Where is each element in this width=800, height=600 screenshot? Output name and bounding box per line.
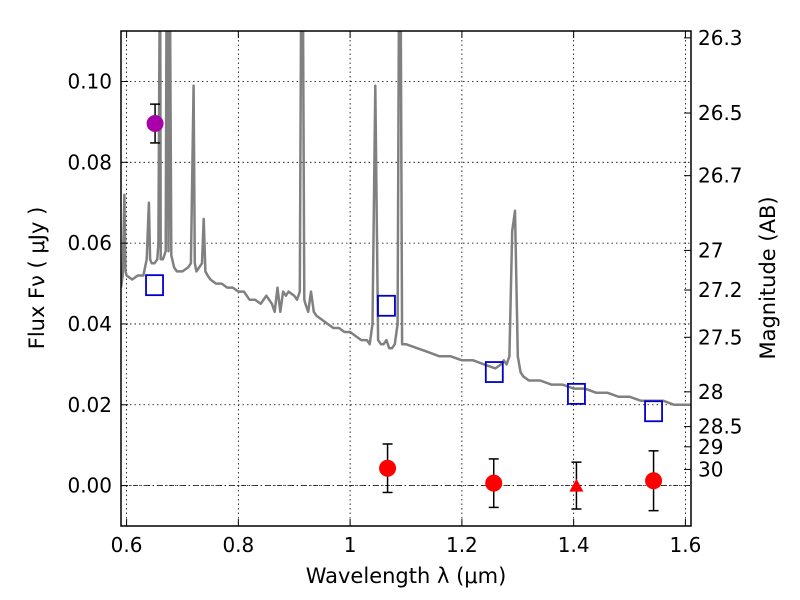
axis-ticks: 0.6 0.8 1 1.2 1.4 1.6 0.00 0.02 0.04 0.06 0.08 0.10… xyxy=(67,26,742,557)
marker-measurements-1 xyxy=(485,474,503,492)
marker-model-photometry-3 xyxy=(567,382,586,405)
y2-tick-label-5: 27.5 xyxy=(698,325,743,349)
y-tick-label-1: 0.02 xyxy=(67,393,112,417)
y2-tick-label-2: 26.7 xyxy=(698,164,743,188)
marker-model-photometry-4 xyxy=(644,400,663,423)
x-tick-label-4: 1.4 xyxy=(558,533,590,557)
y-axis-label: Flux Fν ( μJy ) xyxy=(25,207,49,350)
y2-tick-label-1: 26.5 xyxy=(698,101,743,125)
y-tick-label-2: 0.04 xyxy=(67,312,112,336)
y2-tick-label-7: 28.5 xyxy=(698,415,743,439)
plot-frame xyxy=(120,30,692,527)
marker-model-photometry-0 xyxy=(145,274,164,297)
x-tick-label-3: 1.2 xyxy=(446,533,478,557)
marker-model-photometry-1 xyxy=(377,294,396,317)
y-tick-label-3: 0.06 xyxy=(67,231,112,255)
x-axis-label: Wavelength λ (μm) xyxy=(306,564,507,588)
y2-tick-label-3: 27 xyxy=(698,238,723,262)
marker-limit-0 xyxy=(569,478,584,492)
y-tick-label-4: 0.08 xyxy=(67,150,112,174)
model-spectrum-line xyxy=(121,31,691,407)
y-tick-label-5: 0.10 xyxy=(67,70,112,94)
marker-model-photometry-2 xyxy=(484,361,504,383)
x-tick-label-0: 0.6 xyxy=(111,533,143,557)
y2-axis-label: Magnitude (AB) xyxy=(756,196,780,359)
x-tick-label-5: 1.6 xyxy=(670,533,702,557)
marker-measurements-2 xyxy=(645,472,663,490)
marker-detection-0 xyxy=(146,115,164,133)
x-tick-label-2: 1 xyxy=(344,533,357,557)
y2-tick-label-6: 28 xyxy=(698,380,723,404)
data-markers xyxy=(145,103,663,512)
grid-lines xyxy=(121,31,691,526)
marker-measurements-0 xyxy=(379,459,397,477)
y-tick-label-0: 0.00 xyxy=(67,474,112,498)
y2-tick-label-8: 29 xyxy=(698,435,723,459)
y2-tick-label-0: 26.3 xyxy=(698,26,743,50)
x-tick-label-1: 0.8 xyxy=(222,533,254,557)
y2-tick-label-9: 30 xyxy=(698,457,723,481)
y2-tick-label-4: 27.2 xyxy=(698,278,743,302)
